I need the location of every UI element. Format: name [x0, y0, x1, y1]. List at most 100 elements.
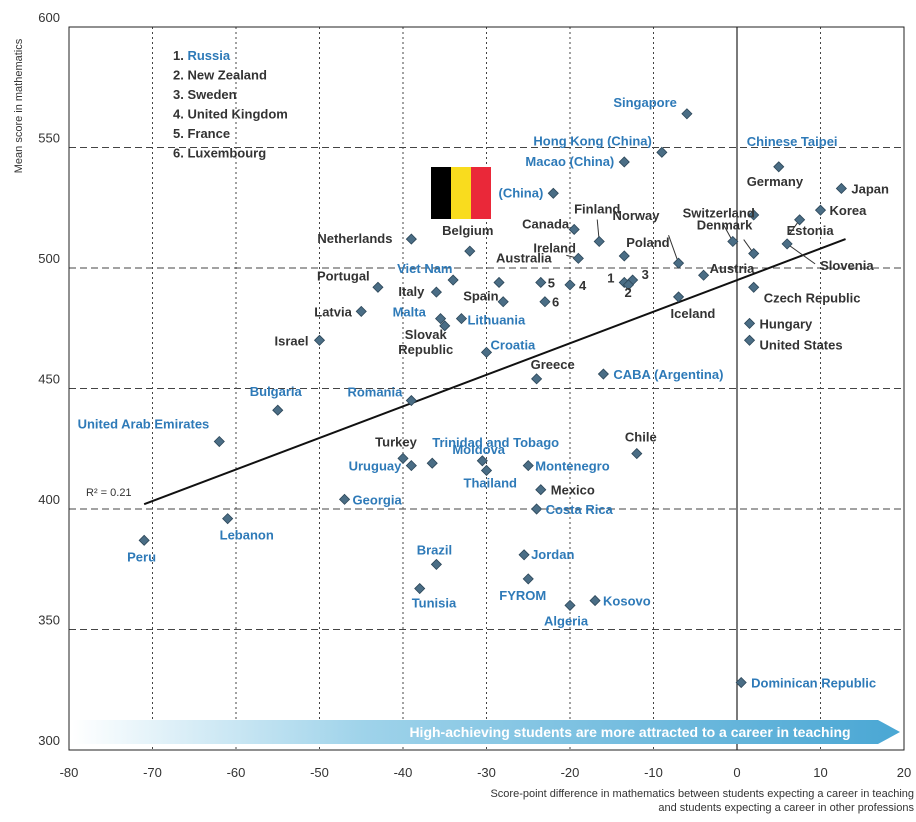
data-point-label: Singapore [613, 95, 677, 110]
data-point-marker [313, 334, 326, 346]
flag-red-stripe [471, 167, 491, 219]
x-tick-label: -40 [394, 765, 413, 780]
data-point-label: United Arab Emirates [78, 417, 210, 432]
x-tick-label: -20 [561, 765, 580, 780]
data-point-label: Malta [393, 305, 427, 320]
data-point-marker [656, 146, 668, 158]
data-point-marker [405, 460, 417, 472]
data-point-label: Iceland [671, 306, 716, 321]
data-point-label: Ireland [533, 240, 576, 255]
data-point-marker [564, 599, 576, 611]
x-tick-label: -70 [143, 765, 162, 780]
data-point-label: 3 [642, 267, 649, 282]
data-point-label: Canada [522, 216, 570, 231]
flag-yellow-stripe [451, 167, 471, 219]
data-point-marker [222, 513, 234, 525]
data-point-label: Costa Rica [546, 502, 614, 517]
data-point-marker [748, 281, 760, 293]
data-point-label: Latvia [314, 304, 352, 319]
data-point-label: Hungary [760, 316, 814, 331]
banner-arrow-shape [72, 720, 900, 744]
legend-item: 5. France [173, 126, 230, 141]
data-point-marker [814, 204, 827, 216]
data-point-label: Portugal [317, 268, 370, 283]
data-point-label: Israel [275, 333, 309, 348]
data-point-marker [781, 238, 793, 250]
data-points: Singapore Hong Kong (China) Chinese Taipei… [78, 95, 889, 691]
data-point-label: Lithuania [467, 313, 526, 328]
data-point-label: Trinidad and Tobago [432, 435, 559, 450]
data-point-marker [618, 156, 630, 168]
data-point-label: Turkey [375, 434, 417, 449]
y-tick-label: 550 [38, 131, 60, 146]
data-point-marker [414, 582, 426, 595]
data-point-marker [531, 503, 543, 515]
data-point-marker [338, 493, 351, 505]
data-point-marker [618, 250, 630, 262]
data-point-label: Georgia [353, 492, 403, 507]
data-point-label: 4 [579, 278, 587, 293]
trendline-group: R² = 0.21 [86, 238, 846, 506]
data-point-label: Spain [463, 289, 498, 304]
legend-item: 6. Luxembourg [173, 146, 266, 161]
data-point-marker [681, 108, 693, 120]
x-tick-label: -30 [477, 765, 496, 780]
data-point-marker [439, 320, 451, 332]
leader-line [786, 243, 816, 265]
y-tick-label: 500 [38, 251, 60, 266]
legend-item: 4. United Kingdom [173, 107, 288, 122]
data-point-label: Thailand [464, 475, 518, 490]
data-point-marker [405, 233, 417, 245]
data-point-marker [794, 214, 806, 226]
data-point-marker [518, 549, 530, 561]
trendline [143, 238, 846, 506]
belgium-flag [431, 167, 491, 219]
data-point-label: Denmark [697, 218, 753, 233]
data-point-marker [748, 209, 760, 221]
data-point-label: Finland [574, 201, 620, 216]
data-point-label: Viet Nam [397, 261, 452, 276]
data-point-label: Croatia [491, 337, 537, 352]
data-point-marker [743, 334, 756, 346]
data-point-label: 6 [552, 295, 559, 310]
y-tick-label: 450 [38, 372, 60, 387]
data-point-marker [531, 373, 543, 385]
leader-line [668, 235, 680, 264]
x-tick-label: -60 [227, 765, 246, 780]
data-point-label: (China) [499, 185, 544, 200]
data-point-label: Kosovo [603, 594, 651, 609]
data-point-marker [773, 161, 785, 173]
data-point-marker [430, 558, 442, 570]
data-point-marker [272, 404, 284, 416]
data-point-marker [589, 595, 601, 607]
data-point-marker [426, 457, 438, 469]
data-point-marker [698, 269, 710, 281]
x-axis-title: Score-point difference in mathematics be… [490, 788, 914, 814]
data-point-marker [397, 452, 409, 464]
y-tick-label: 350 [38, 613, 60, 628]
data-point-marker [539, 296, 551, 308]
data-point-marker [535, 484, 547, 496]
y-tick-label: 400 [38, 492, 60, 507]
x-tick-label: -50 [310, 765, 329, 780]
data-point-marker [568, 223, 580, 236]
data-point-marker [743, 317, 756, 329]
data-point-label: Belgium [442, 223, 493, 238]
data-point-label: Korea [830, 203, 868, 218]
data-point-label: Estonia [787, 223, 835, 238]
data-point-label: FYROM [499, 588, 546, 603]
data-point-label: Uruguay [349, 459, 403, 474]
data-point-label: Poland [626, 235, 669, 250]
data-point-label: Mexico [551, 483, 595, 498]
r-squared-label: R² = 0.21 [86, 487, 132, 499]
grid-lines [69, 27, 904, 750]
data-point-marker [138, 534, 150, 546]
data-point-marker [572, 252, 584, 264]
data-point-marker [735, 676, 747, 689]
data-point-marker [748, 247, 760, 260]
data-point-label: Switzerland [683, 205, 755, 220]
data-point-label: Brazil [417, 542, 452, 557]
data-point-label: Greece [531, 357, 575, 372]
